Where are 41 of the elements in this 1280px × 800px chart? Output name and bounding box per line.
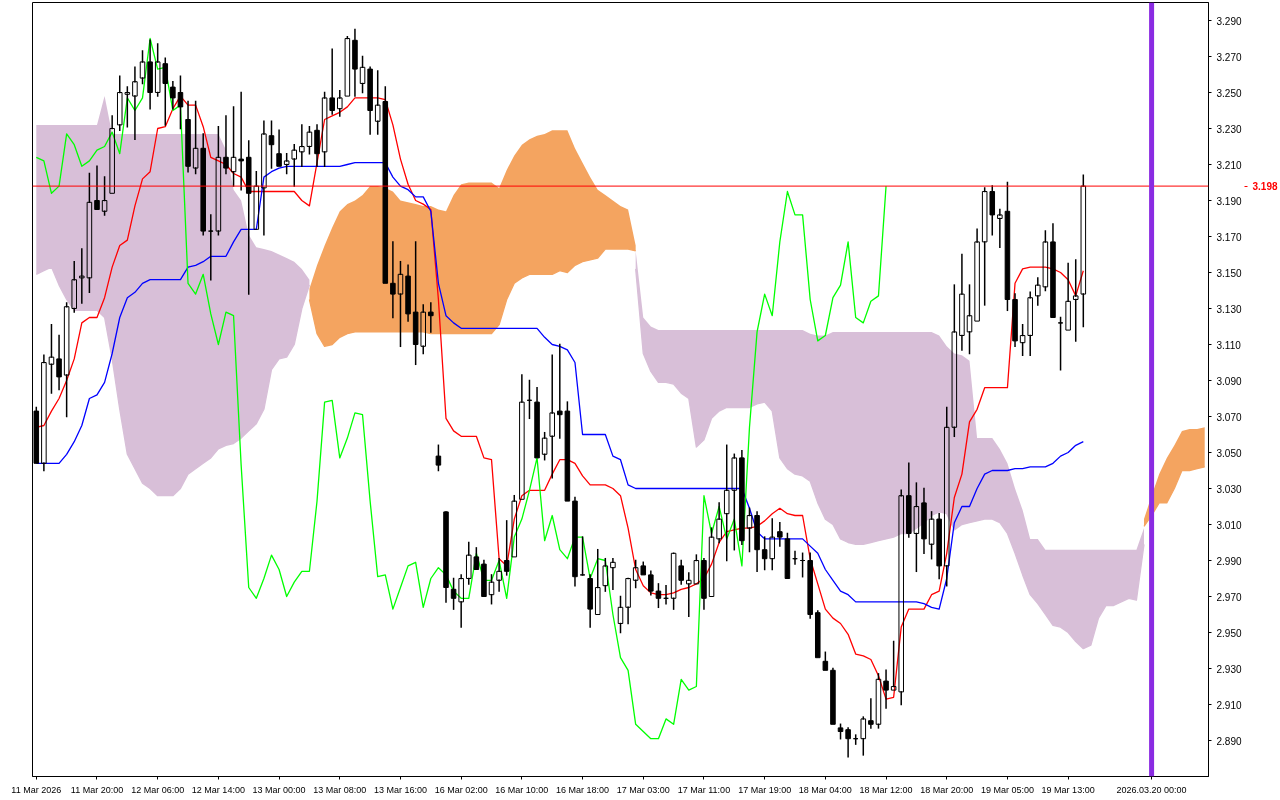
y-tick-label: 3.110 [1216,339,1242,351]
x-tick-label: 18 Mar 04:00 [798,784,852,795]
x-tick-label: 17 Mar 03:00 [616,784,670,795]
y-tick-label: 2.950 [1216,627,1242,639]
y-tick-label: 3.130 [1216,303,1242,315]
x-tick-label: 2026.03.20 00:00 [1116,784,1187,795]
y-tick-label: 3.030 [1216,483,1242,495]
y-tick-label: 3.210 [1216,159,1242,171]
y-tick-label: 3.070 [1216,411,1242,423]
x-tick-label: 11 Mar 20:00 [70,784,124,795]
x-tick-label: 16 Mar 18:00 [556,784,610,795]
x-tick-label: 18 Mar 20:00 [920,784,974,795]
y-tick-label: 3.250 [1216,87,1242,99]
x-tick-label: 13 Mar 08:00 [313,784,367,795]
y-tick-label: 2.970 [1216,591,1242,603]
y-tick-label: 3.190 [1216,195,1242,207]
x-tick-label: 12 Mar 06:00 [131,784,185,795]
x-tick-label: 12 Mar 14:00 [191,784,245,795]
y-tick-label: 2.910 [1216,699,1242,711]
y-tick-label: 2.930 [1216,663,1242,675]
x-tick-label: 13 Mar 16:00 [373,784,427,795]
x-tick-label: 18 Mar 12:00 [859,784,913,795]
x-tick-label: 17 Mar 11:00 [677,784,731,795]
x-tick-label: 19 Mar 05:00 [980,784,1034,795]
y-tick-label: 3.050 [1216,447,1242,459]
y-tick-label: 3.150 [1216,267,1242,279]
y-tick-label: 3.270 [1216,51,1242,63]
y-tick-label: 3.090 [1216,375,1242,387]
y-tick-label: 3.230 [1216,123,1242,135]
y-tick-label: 3.010 [1216,519,1242,531]
x-tick-label: 16 Mar 02:00 [434,784,488,795]
y-tick-label: 2.990 [1216,555,1242,567]
y-tick-label: 2.890 [1216,735,1242,747]
x-tick-label: 11 Mar 2026 [11,784,62,795]
x-tick-label: 16 Mar 10:00 [495,784,549,795]
ref-line-label: 3.198 [1252,181,1278,193]
y-tick-label: 3.170 [1216,231,1242,243]
x-tick-label: 17 Mar 19:00 [738,784,792,795]
x-tick-label: 13 Mar 00:00 [252,784,306,795]
x-tick-label: 19 Mar 13:00 [1041,784,1095,795]
y-tick-label: 3.290 [1216,15,1242,27]
